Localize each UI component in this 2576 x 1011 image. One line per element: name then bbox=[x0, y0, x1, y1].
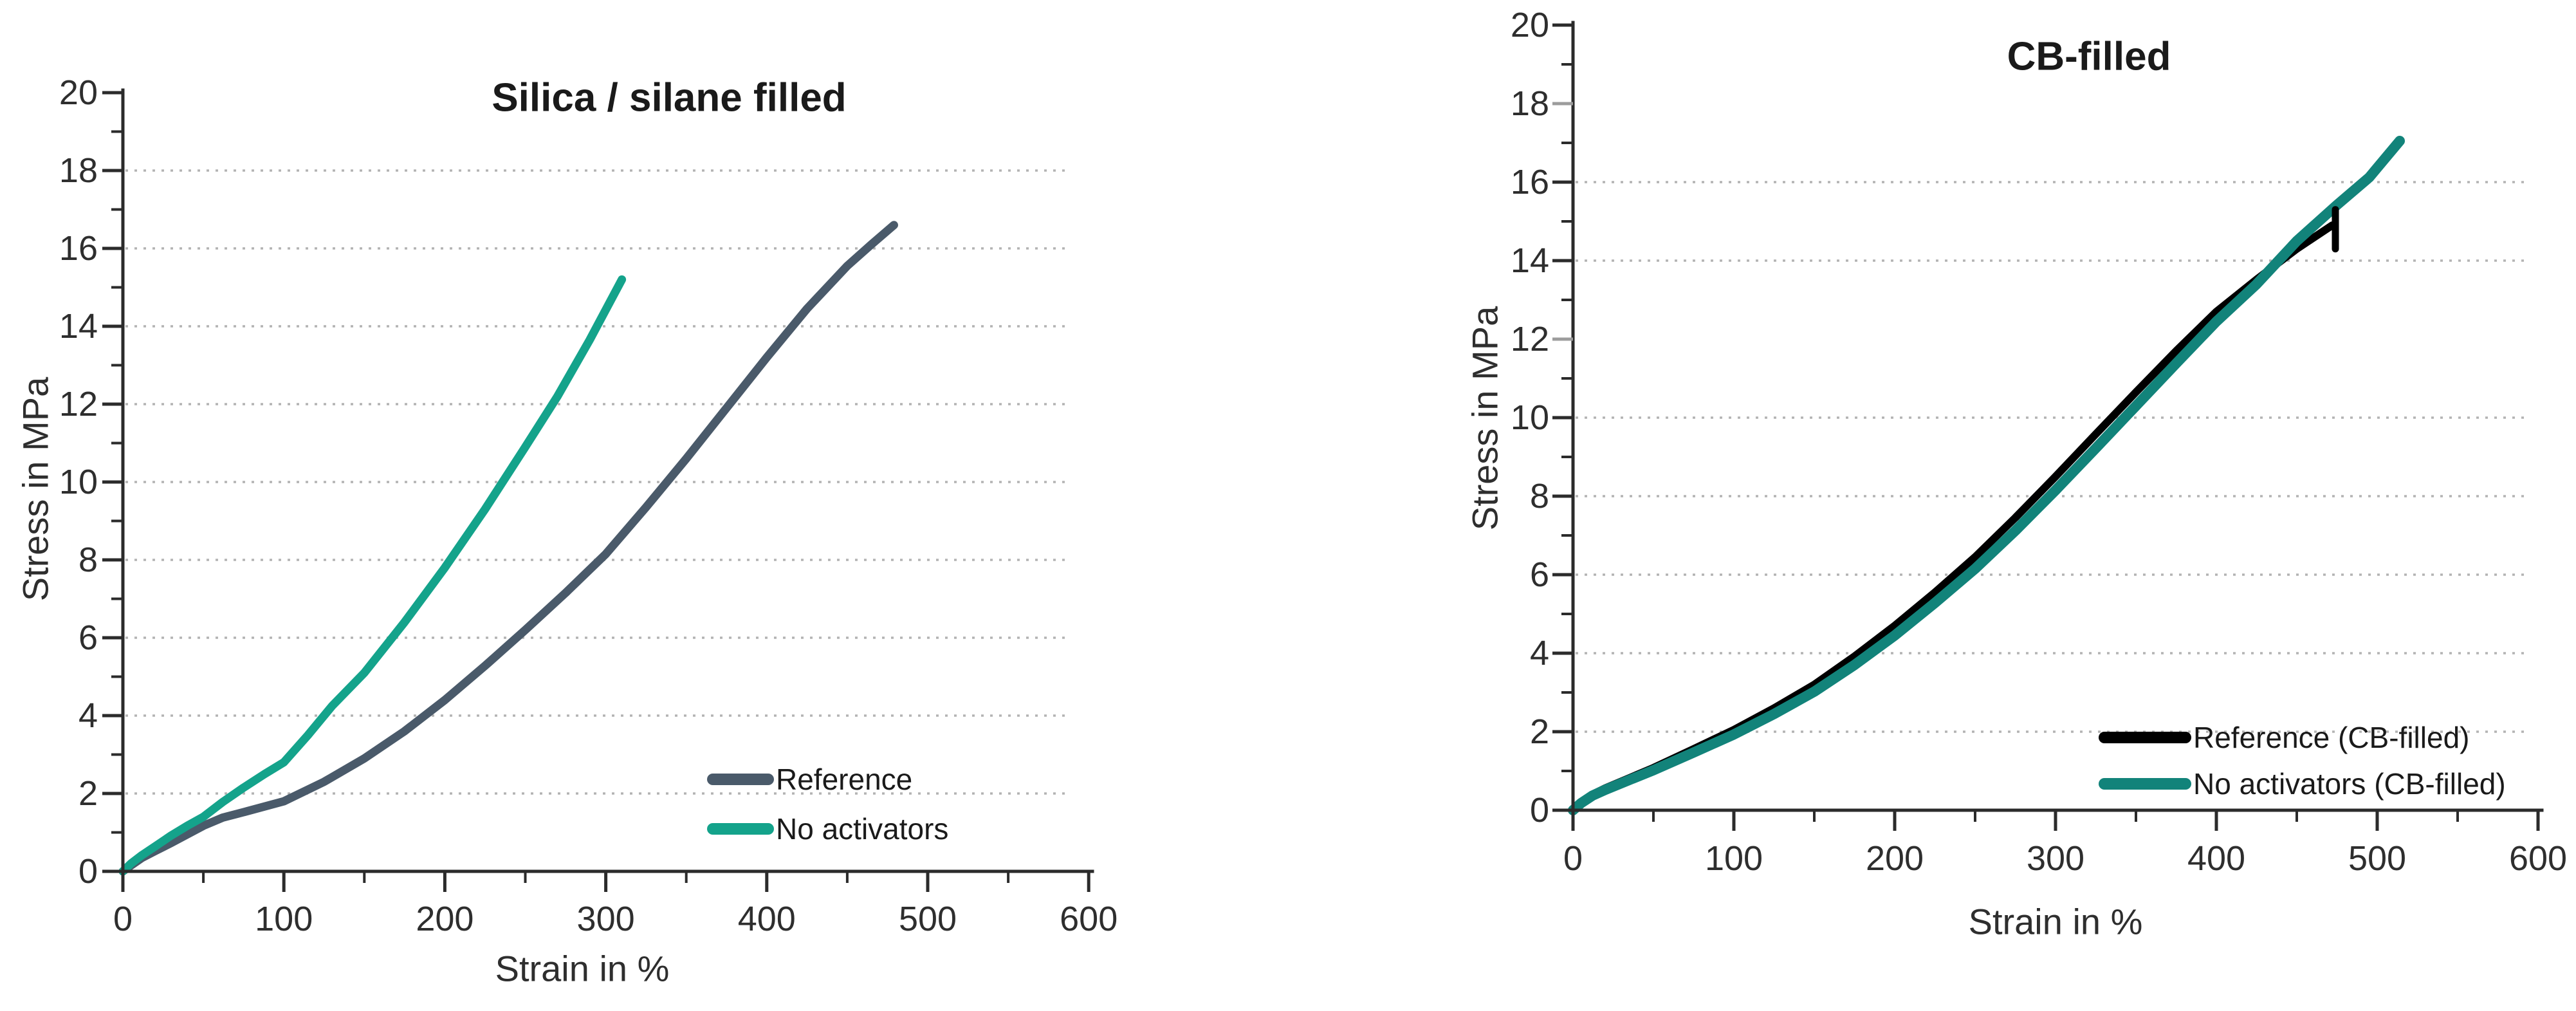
x-axis-label: Strain in % bbox=[495, 949, 670, 989]
x-tick-label: 0 bbox=[113, 900, 133, 938]
series-line bbox=[118, 275, 627, 876]
y-tick-label: 0 bbox=[1530, 791, 1549, 830]
y-tick-label: 2 bbox=[1530, 712, 1549, 751]
y-axis-label: Stress in MPa bbox=[15, 376, 56, 601]
y-tick-label: 2 bbox=[78, 774, 98, 813]
right-plot-area: 0 100 200 300 400 500 600 0 2 4 6 8 10 12 14 16 18 20 Refe… bbox=[1511, 6, 2567, 878]
x-tick-label: 100 bbox=[1705, 839, 1763, 878]
x-tick-label: 500 bbox=[899, 900, 957, 938]
y-tick-label: 20 bbox=[59, 73, 98, 112]
y-tick-label: 10 bbox=[1511, 398, 1549, 437]
x-axis-label: Strain in % bbox=[1969, 902, 2143, 942]
chart-title: CB-filled bbox=[2007, 35, 2171, 79]
y-tick-label: 0 bbox=[78, 852, 98, 891]
x-tick-label: 0 bbox=[1563, 839, 1583, 878]
y-tick-label: 20 bbox=[1511, 6, 1549, 44]
x-tick-label: 300 bbox=[577, 900, 635, 938]
series-line bbox=[118, 221, 898, 876]
y-tick-label: 4 bbox=[1530, 634, 1549, 672]
y-tick-label: 18 bbox=[1511, 84, 1549, 123]
x-tick-label: 100 bbox=[255, 900, 313, 938]
legend-label: Reference (CB-filled) bbox=[2193, 721, 2469, 754]
x-tick-label: 200 bbox=[1866, 839, 1924, 878]
x-tick-label: 500 bbox=[2348, 839, 2406, 878]
y-axis-label: Stress in MPa bbox=[1465, 306, 1505, 530]
y-tick-label: 16 bbox=[1511, 163, 1549, 201]
y-tick-label: 6 bbox=[78, 618, 98, 657]
left-chart: 0 100 200 300 400 500 600 0 2 4 6 8 10 12 14 16 18 20 Refe… bbox=[15, 73, 1118, 989]
legend-label: Reference bbox=[776, 763, 912, 796]
series-line bbox=[1568, 136, 2405, 815]
y-tick-label: 16 bbox=[59, 229, 98, 268]
legend-label: No activators (CB-filled) bbox=[2193, 767, 2506, 801]
y-tick-label: 14 bbox=[59, 307, 98, 346]
y-tick-label: 14 bbox=[1511, 241, 1549, 280]
left-plot-area: 0 100 200 300 400 500 600 0 2 4 6 8 10 12 14 16 18 20 Refe… bbox=[59, 73, 1118, 938]
y-tick-label: 12 bbox=[59, 385, 98, 423]
x-tick-label: 200 bbox=[416, 900, 474, 938]
right-chart: 0 100 200 300 400 500 600 0 2 4 6 8 10 12 14 16 18 20 Refe… bbox=[1465, 6, 2568, 942]
x-tick-label: 600 bbox=[1060, 900, 1118, 938]
legend-label: No activators bbox=[776, 812, 948, 846]
x-tick-label: 400 bbox=[2187, 839, 2245, 878]
y-tick-label: 18 bbox=[59, 151, 98, 190]
y-tick-label: 10 bbox=[59, 463, 98, 501]
x-tick-label: 300 bbox=[2027, 839, 2084, 878]
y-tick-label: 8 bbox=[78, 541, 98, 579]
y-tick-label: 8 bbox=[1530, 477, 1549, 515]
y-tick-label: 4 bbox=[78, 696, 98, 735]
x-tick-label: 600 bbox=[2509, 839, 2567, 878]
y-tick-label: 12 bbox=[1511, 320, 1549, 358]
x-tick-label: 400 bbox=[738, 900, 796, 938]
chart-title: Silica / silane filled bbox=[492, 76, 846, 120]
y-tick-label: 6 bbox=[1530, 555, 1549, 594]
